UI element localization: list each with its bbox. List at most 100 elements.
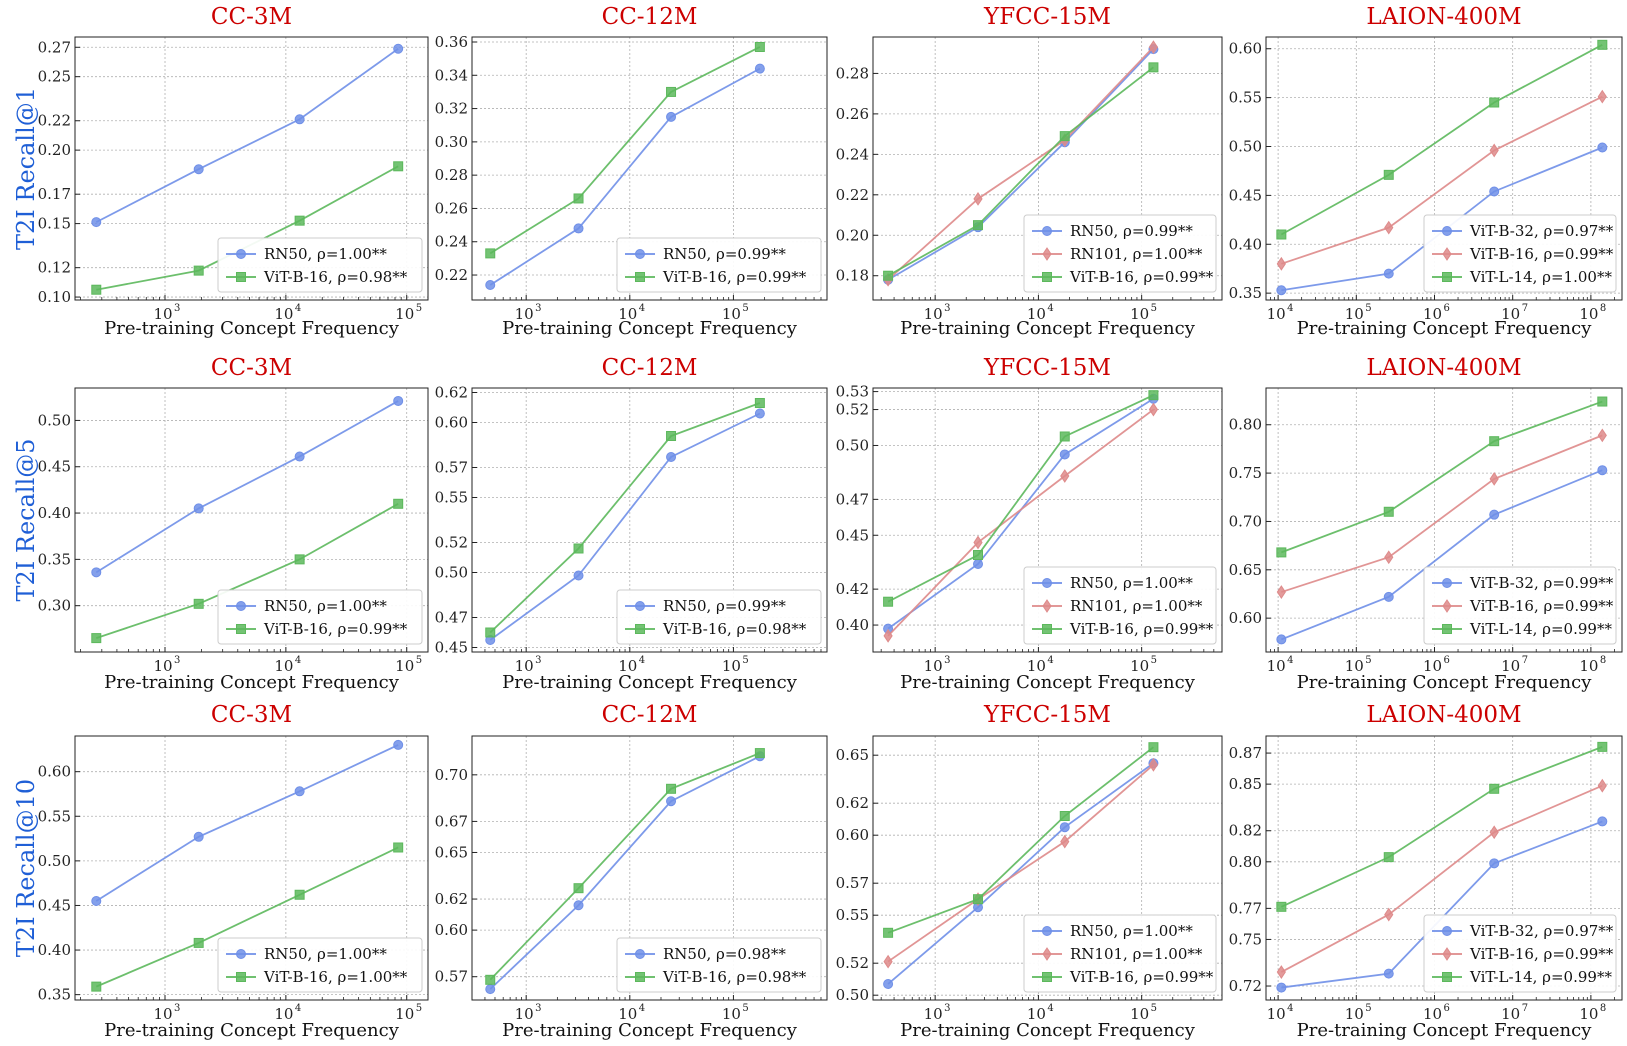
x-tick-exponent: 3 [535,1003,541,1014]
data-point [393,842,404,853]
legend-marker [1442,972,1452,982]
x-tick-exponent: 4 [295,303,301,314]
data-point [91,217,102,228]
data-point [1059,822,1070,833]
y-tick-label: 0.60 [435,414,468,432]
x-tick-exponent: 4 [1047,655,1053,666]
y-tick-label: 0.55 [435,489,468,507]
chart-title: YFCC-15M [983,4,1111,30]
data-point [666,796,677,807]
series-line [1280,44,1603,236]
legend-box [1423,914,1617,993]
y-tick-label: 0.70 [1229,512,1262,530]
legend-label: RN50, ρ=1.00** [264,245,387,263]
data-point [393,161,404,172]
legend-marker [1442,599,1452,613]
data-point [1148,40,1159,55]
x-tick-exponent: 5 [742,1003,748,1014]
data-point [1597,89,1607,104]
legend-marker [635,972,645,982]
legend-label: ViT-B-32, ρ=0.99** [1469,574,1614,592]
legend-box [217,589,423,645]
y-tick-label: 0.65 [435,843,468,861]
legend-label: ViT-L-14, ρ=1.00** [1469,268,1612,286]
data-point [573,193,584,204]
x-tick-label: 10 [153,305,172,323]
data-point [1383,268,1394,279]
legend-marker [1442,578,1452,588]
x-tick-exponent: 4 [1287,303,1293,314]
y-tick-label: 0.50 [836,436,869,454]
y-tick-label: 0.30 [435,133,468,151]
data-point [754,748,765,759]
series-rn50 [485,408,765,645]
legend-box [1423,214,1617,293]
x-tick-label: 10 [1267,305,1286,323]
x-tick-label: 10 [274,657,293,675]
y-tick-label: 0.85 [1229,775,1262,793]
data-point [1276,634,1287,645]
x-tick-label: 10 [1027,657,1046,675]
data-point [573,900,584,911]
legend-marker [635,272,645,282]
x-tick-exponent: 5 [1151,655,1157,666]
legend-label: RN50, ρ=1.00** [264,945,387,963]
series-rn50 [91,43,404,228]
y-tick-label: 0.60 [1229,40,1262,58]
data-point [973,220,984,231]
data-point [393,43,404,54]
series-rn101 [883,40,1159,287]
x-tick-exponent: 4 [639,303,645,314]
x-axis-label: Pre-training Concept Frequency [104,318,400,339]
data-point [294,554,305,565]
row-label: T2I Recall@5 [12,438,40,601]
chart-title: CC-12M [602,355,698,381]
x-tick-exponent: 5 [1151,1003,1157,1014]
series-line [489,752,761,981]
x-tick-exponent: 3 [535,655,541,666]
x-axis-label: Pre-training Concept Frequency [900,318,1196,339]
y-tick-label: 0.24 [435,233,468,251]
legend-box [616,937,822,993]
legend-marker [236,949,246,959]
x-tick-label: 10 [924,305,943,323]
chart-title: CC-3M [211,4,292,30]
legend: RN50, ρ=1.00** ViT-B-16, ρ=0.98** [217,237,423,293]
y-tick-label: 0.52 [836,954,869,972]
x-tick-exponent: 5 [1151,303,1157,314]
x-tick-label: 10 [1501,305,1520,323]
y-tick-label: 0.70 [435,766,468,784]
legend-marker [1442,226,1452,236]
x-tick-exponent: 3 [174,303,180,314]
legend-box [1023,914,1217,993]
x-tick-exponent: 7 [1522,303,1528,314]
y-tick-label: 0.67 [435,812,468,830]
data-point [294,786,305,797]
data-point [1276,229,1287,240]
data-point [1060,834,1070,849]
legend-label: ViT-B-32, ρ=0.97** [1469,922,1614,940]
series-line [887,764,1155,963]
x-tick-exponent: 4 [1287,655,1293,666]
data-point [1148,757,1159,772]
y-tick-label: 0.20 [836,226,869,244]
series-vit-b-16 [485,398,765,638]
data-point [1148,402,1159,417]
x-tick-label: 10 [1423,657,1442,675]
data-point [754,398,765,408]
data-point [1384,220,1394,235]
y-tick-label: 0.55 [836,906,869,924]
data-point [883,596,894,607]
data-point [294,451,305,462]
x-tick-label: 10 [153,1005,172,1023]
x-tick-label: 10 [1501,1005,1520,1023]
y-tick-label: 0.72 [1229,977,1262,995]
legend-marker [236,972,246,982]
x-tick-label: 10 [1579,305,1598,323]
y-tick-label: 0.20 [38,141,71,159]
y-tick-label: 0.45 [38,458,71,476]
series-vit-b-16 [1276,89,1607,271]
